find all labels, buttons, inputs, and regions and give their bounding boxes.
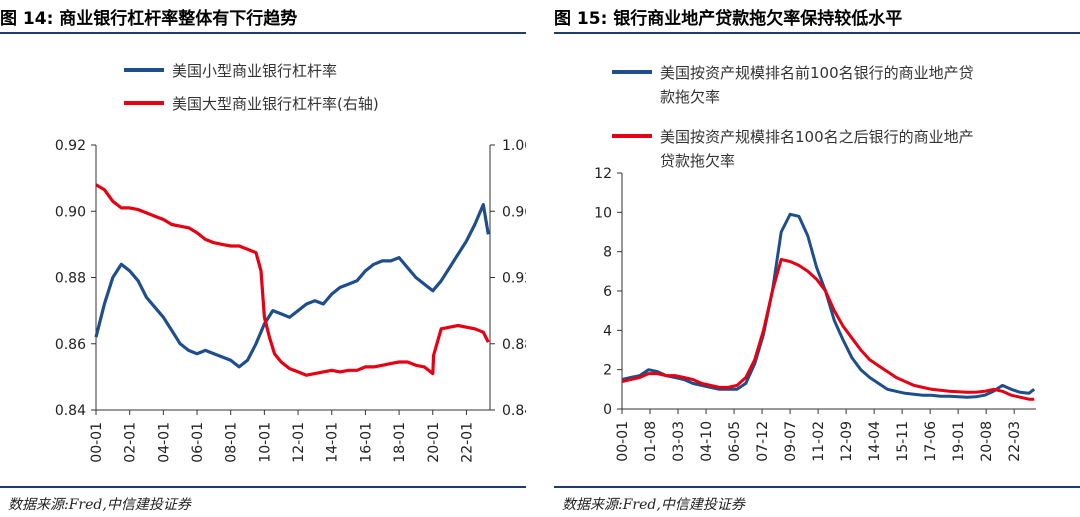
y-tick-label: 2 (603, 363, 612, 379)
x-tick-label: 11-02 (811, 421, 827, 462)
x-tick-label: 20-08 (979, 421, 995, 462)
figure-15-title: 图 15: 银行商业地产贷款拖欠率保持较低水平 (554, 9, 903, 29)
y-tick-label: 12 (594, 166, 612, 182)
left-y-tick-label: 0.90 (55, 204, 86, 220)
right-y-tick-label: 1.00 (502, 138, 526, 154)
x-tick-label: 04-10 (699, 421, 715, 462)
figure-14-title-rule (0, 32, 526, 34)
y-tick-label: 10 (594, 205, 612, 221)
left-y-tick-label: 0.86 (55, 337, 86, 353)
x-tick-label: 07-12 (755, 421, 771, 462)
x-tick-label: 02-01 (123, 422, 139, 463)
legend-label-1: 美国小型商业银行杠杆率 (172, 62, 337, 80)
figure-14-chart: 0.84 0.86 0.88 0.90 0.92 0.84 0.88 0.92 0.96 1.00… (55, 62, 526, 463)
figure-15-title-rule (554, 32, 1080, 34)
figure-14-source: 数据来源:Fred,中信建投证券 (8, 497, 191, 513)
x-tick-label: 14-01 (325, 422, 341, 463)
right-y-tick-label: 0.84 (502, 403, 526, 419)
x-tick-label: 10-01 (257, 422, 273, 463)
series-line-1 (621, 212, 1036, 399)
left-y-tick-label: 0.84 (55, 403, 86, 419)
left-y-tick-label: 0.88 (55, 271, 86, 287)
figure-15-panel: 图 15: 银行商业地产贷款拖欠率保持较低水平 0 2 4 6 8 10 12 00-01 01… (554, 0, 1080, 517)
x-tick-label: 06-05 (727, 421, 743, 462)
x-tick-label: 12-09 (839, 421, 855, 462)
x-tick-label: 19-01 (951, 421, 967, 462)
x-tick-label: 00-01 (615, 421, 631, 462)
figure-14-panel: 图 14: 商业银行杠杆率整体有下行趋势 0.84 0.86 0.88 0.90 0.9… (0, 0, 526, 517)
figure-15-source: 数据来源:Fred,中信建投证券 (562, 497, 745, 513)
y-tick-label: 0 (603, 402, 612, 418)
left-y-tick-label: 0.92 (55, 138, 86, 154)
x-tick-label: 03-03 (671, 421, 687, 462)
legend-label-1: 美国按资产规模排名前100名银行的商业地产贷款拖欠率 (660, 64, 974, 106)
x-tick-label: 22-03 (1007, 421, 1023, 462)
x-tick-label: 16-01 (358, 422, 374, 463)
x-tick-label: 01-08 (643, 421, 659, 462)
right-y-tick-label: 0.92 (502, 271, 526, 287)
x-tick-label: 15-11 (895, 421, 911, 462)
x-tick-label: 20-01 (426, 422, 442, 463)
figure-14-source-rule (0, 486, 526, 488)
series-line-2 (621, 258, 1035, 401)
series-line-1 (94, 203, 490, 369)
figure-15-source-rule (554, 486, 1080, 488)
x-tick-label: 08-01 (224, 422, 240, 463)
x-tick-label: 09-07 (783, 421, 799, 462)
x-tick-label: 17-06 (923, 421, 939, 462)
right-y-tick-label: 0.88 (502, 337, 526, 353)
legend-label-2: 美国按资产规模排名100名之后银行的商业地产贷款拖欠率 (660, 128, 974, 170)
x-tick-label: 06-01 (190, 422, 206, 463)
x-tick-label: 04-01 (156, 422, 172, 463)
x-tick-label: 00-01 (89, 422, 105, 463)
x-tick-label: 14-04 (867, 421, 883, 462)
x-tick-label: 22-01 (459, 422, 475, 463)
figure-15-chart: 0 2 4 6 8 10 12 00-01 01-08 03-03 04-10 06-05 07-12 0… (594, 64, 1036, 462)
y-tick-label: 6 (603, 284, 612, 300)
legend-label-2: 美国大型商业银行杠杆率(右轴) (172, 95, 379, 113)
series-line-2 (95, 183, 490, 377)
x-tick-label: 18-01 (392, 422, 408, 463)
x-tick-label: 12-01 (291, 422, 307, 463)
right-y-tick-label: 0.96 (502, 204, 526, 220)
figure-14-title: 图 14: 商业银行杠杆率整体有下行趋势 (0, 9, 298, 29)
y-tick-label: 8 (603, 245, 612, 261)
y-tick-label: 4 (603, 323, 612, 339)
